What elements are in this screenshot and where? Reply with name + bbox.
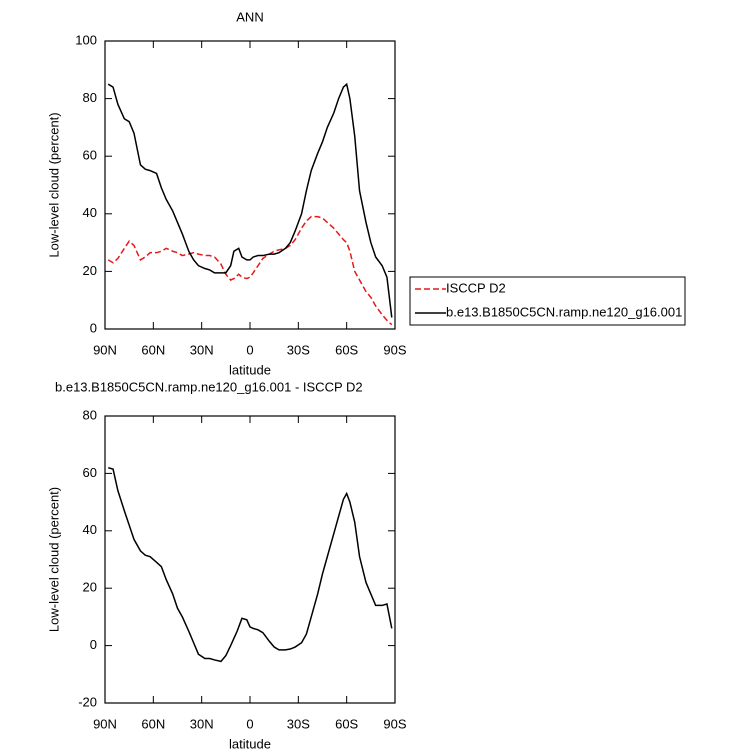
- y-tick-label: 80: [83, 407, 97, 422]
- x-tick-label: 30N: [190, 342, 214, 357]
- x-tick-label: 60N: [141, 342, 165, 357]
- y-tick-label: 0: [90, 320, 97, 335]
- y-tick-label: 20: [83, 580, 97, 595]
- y-tick-label: 60: [83, 148, 97, 163]
- x-tick-label: 30N: [190, 716, 214, 731]
- chart-title: ANN: [236, 9, 263, 24]
- data-line: [107, 82, 393, 318]
- y-tick-label: -20: [78, 694, 97, 709]
- chart-title: b.e13.B1850C5CN.ramp.ne120_g16.001 - ISC…: [55, 379, 363, 394]
- x-tick-label: 30S: [287, 342, 310, 357]
- x-tick-label: 90N: [93, 716, 117, 731]
- legend-label: b.e13.B1850C5CN.ramp.ne120_g16.001: [446, 304, 682, 319]
- x-tick-label: 30S: [287, 716, 310, 731]
- y-tick-label: 100: [75, 32, 97, 47]
- y-axis-label: Low-level cloud (percent): [46, 112, 61, 257]
- plot-frame: [104, 415, 396, 704]
- x-tick-label: 60N: [141, 716, 165, 731]
- x-tick-label: 90N: [93, 342, 117, 357]
- x-axis-label: latitude: [229, 362, 271, 377]
- x-axis-label: latitude: [229, 736, 271, 751]
- legend-box: [409, 276, 686, 326]
- plot-frame: [104, 40, 396, 330]
- y-tick-label: 0: [90, 637, 97, 652]
- x-tick-label: 60S: [335, 342, 358, 357]
- x-tick-label: 90S: [383, 342, 406, 357]
- y-tick-label: 20: [83, 263, 97, 278]
- legend-label: ISCCP D2: [446, 280, 506, 295]
- x-tick-label: 0: [246, 342, 253, 357]
- x-tick-label: 90S: [383, 716, 406, 731]
- x-tick-label: 60S: [335, 716, 358, 731]
- data-line: [107, 215, 393, 326]
- data-line: [108, 466, 393, 663]
- y-axis-label: Low-level cloud (percent): [46, 487, 61, 632]
- y-tick-label: 60: [83, 465, 97, 480]
- x-tick-label: 0: [246, 716, 253, 731]
- y-tick-label: 80: [83, 90, 97, 105]
- y-tick-label: 40: [83, 522, 97, 537]
- y-tick-label: 40: [83, 205, 97, 220]
